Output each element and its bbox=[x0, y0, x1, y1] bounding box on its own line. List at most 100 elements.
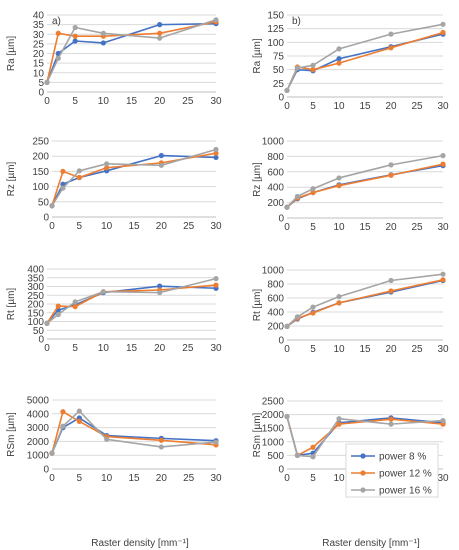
y-tick-label: 30 bbox=[33, 30, 45, 41]
x-tick-label: 20 bbox=[154, 343, 166, 354]
data-point bbox=[284, 204, 290, 210]
data-point bbox=[388, 31, 394, 37]
data-point bbox=[294, 314, 300, 320]
y-axis-label: Ra [µm] bbox=[252, 38, 263, 73]
panel-label: a) bbox=[52, 16, 61, 27]
x-tick-label: 15 bbox=[128, 473, 140, 484]
y-tick-label: 0 bbox=[43, 213, 49, 224]
x-tick-label: 10 bbox=[101, 221, 113, 232]
legend-marker bbox=[360, 487, 366, 493]
y-tick-label: 0 bbox=[278, 93, 284, 104]
x-tick-label: 25 bbox=[411, 101, 423, 112]
x-tick-label: 5 bbox=[310, 344, 316, 355]
data-point bbox=[158, 444, 164, 450]
data-point bbox=[388, 277, 394, 284]
y-tick-label: 0 bbox=[278, 465, 284, 476]
data-point bbox=[60, 409, 66, 415]
data-point bbox=[60, 185, 66, 191]
x-tick-label: 10 bbox=[333, 344, 345, 355]
x-tick-label: 30 bbox=[210, 473, 222, 484]
x-tick-label: 30 bbox=[210, 221, 222, 232]
x-axis-label-right: Raster density [mm⁻¹] bbox=[322, 538, 420, 549]
data-point bbox=[336, 46, 342, 52]
x-tick-label: 0 bbox=[284, 473, 290, 484]
series-line-power-8 bbox=[286, 279, 444, 328]
y-tick-label: 20 bbox=[33, 49, 45, 60]
data-point bbox=[213, 146, 219, 153]
legend-item-power-16: power 16 % bbox=[379, 486, 432, 497]
y-tick-label: 200 bbox=[267, 198, 284, 209]
data-point bbox=[104, 161, 110, 167]
y-tick-label: 200 bbox=[27, 300, 44, 311]
data-point bbox=[76, 408, 82, 414]
y-tick-label: 50 bbox=[38, 197, 50, 208]
y-tick-label: 0 bbox=[38, 88, 44, 99]
legend: power 8 % power 12 % power 16 % bbox=[345, 443, 439, 498]
y-tick-label: 800 bbox=[267, 152, 284, 163]
data-point bbox=[55, 30, 61, 36]
legend-item-power-12: power 12 % bbox=[379, 469, 432, 480]
x-tick-label: 5 bbox=[310, 101, 316, 112]
y-tick-label: 100 bbox=[32, 182, 49, 193]
y-tick-label: 25 bbox=[273, 79, 285, 90]
y-tick-label: 1000 bbox=[262, 266, 285, 277]
x-tick-label: 20 bbox=[154, 96, 166, 107]
x-tick-label: 0 bbox=[44, 343, 50, 354]
y-tick-label: 0 bbox=[43, 465, 49, 476]
data-point bbox=[72, 304, 78, 310]
x-tick-label: 10 bbox=[333, 101, 345, 112]
x-tick-label: 30 bbox=[437, 473, 449, 484]
y-tick-label: 3000 bbox=[27, 423, 50, 434]
y-tick-label: 500 bbox=[267, 451, 284, 462]
legend-item-power-8: power 8 % bbox=[379, 452, 426, 463]
x-tick-label: 25 bbox=[411, 344, 423, 355]
data-point bbox=[100, 30, 106, 36]
x-tick-label: 0 bbox=[44, 96, 50, 107]
data-point bbox=[440, 271, 446, 277]
x-tick-label: 15 bbox=[359, 344, 371, 355]
data-point bbox=[284, 413, 290, 420]
y-tick-label: 1000 bbox=[27, 451, 50, 462]
x-tick-label: 5 bbox=[72, 343, 78, 354]
y-tick-label: 1000 bbox=[262, 437, 285, 448]
x-tick-label: 10 bbox=[333, 222, 345, 233]
y-tick-label: 250 bbox=[32, 137, 49, 148]
data-point bbox=[60, 423, 66, 429]
data-point bbox=[310, 454, 316, 460]
y-tick-label: 100 bbox=[267, 38, 284, 49]
series-line-power-8 bbox=[51, 417, 217, 454]
y-axis-label: RSm [µm] bbox=[252, 412, 263, 457]
x-tick-label: 10 bbox=[333, 473, 345, 484]
data-point bbox=[388, 416, 394, 422]
x-axis-label-left: Raster density [mm⁻¹] bbox=[91, 538, 189, 549]
data-point bbox=[388, 288, 394, 294]
y-axis-label: RSm [µm] bbox=[6, 412, 17, 457]
y-tick-label: 50 bbox=[33, 326, 45, 337]
data-point bbox=[310, 310, 316, 316]
x-tick-label: 5 bbox=[72, 96, 78, 107]
y-tick-label: 300 bbox=[27, 282, 44, 293]
y-tick-label: 2000 bbox=[27, 437, 50, 448]
x-tick-label: 25 bbox=[182, 96, 194, 107]
y-tick-label: 125 bbox=[267, 24, 284, 35]
y-tick-label: 0 bbox=[278, 336, 284, 347]
series-line-power-8 bbox=[51, 154, 217, 207]
data-point bbox=[336, 183, 342, 189]
data-point bbox=[336, 416, 342, 422]
y-tick-label: 40 bbox=[33, 11, 45, 22]
y-tick-label: 400 bbox=[267, 308, 284, 319]
series-line-power-16 bbox=[286, 416, 444, 458]
y-tick-label: 0 bbox=[38, 335, 44, 346]
x-tick-label: 20 bbox=[385, 101, 397, 112]
data-point bbox=[440, 29, 446, 36]
data-point bbox=[310, 67, 316, 73]
y-tick-label: 15 bbox=[33, 59, 45, 70]
series-line-power-12 bbox=[286, 279, 444, 327]
series-line-power-16 bbox=[51, 148, 217, 207]
y-tick-label: 35 bbox=[33, 20, 45, 31]
series-line-power-16 bbox=[286, 154, 444, 208]
chart-panel-4: 0 200 400 600 800 1000 0 5 10 15 20 25 30 Rz [µm] bbox=[252, 137, 449, 234]
data-point bbox=[440, 161, 446, 167]
y-tick-label: 200 bbox=[32, 152, 49, 163]
